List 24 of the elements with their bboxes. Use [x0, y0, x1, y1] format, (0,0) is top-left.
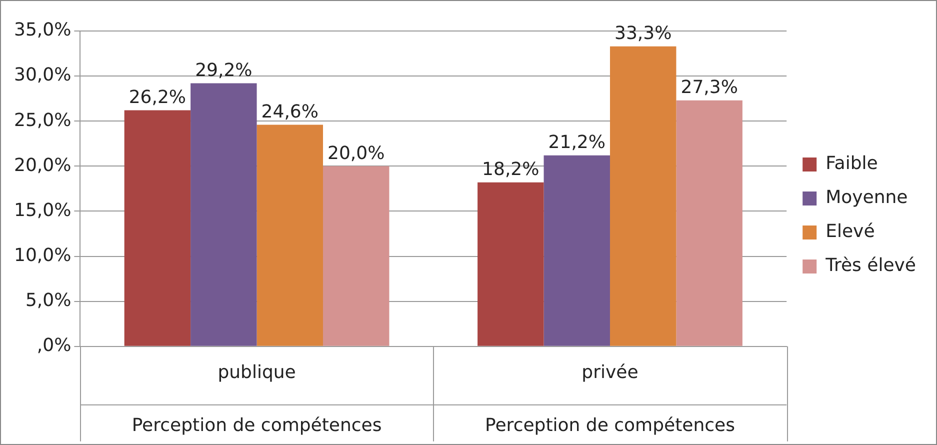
y-tick-label: 10,0%: [14, 244, 72, 266]
data-label: 33,3%: [614, 22, 672, 44]
data-label: 27,3%: [680, 77, 738, 98]
y-tick-label: ,0%: [36, 335, 72, 356]
y-tick-label: 35,0%: [14, 20, 72, 41]
legend-label: Elevé: [826, 221, 875, 242]
y-tick-label: 5,0%: [25, 290, 72, 312]
data-label: 21,2%: [548, 132, 606, 154]
y-tick-label: 25,0%: [14, 110, 72, 131]
y-tick-label: 15,0%: [14, 200, 72, 221]
legend-label: Très élevé: [824, 255, 916, 276]
data-label: 24,6%: [261, 101, 318, 122]
data-label: 29,2%: [195, 60, 252, 81]
legend-label: Faible: [826, 153, 878, 174]
y-tick-label: 30,0%: [14, 64, 72, 86]
data-label: 18,2%: [482, 159, 540, 180]
x-tick-label: publique: [218, 362, 296, 383]
y-tick-label: 20,0%: [14, 154, 72, 176]
legend-label: Moyenne: [826, 187, 908, 208]
data-label: 20,0%: [328, 142, 385, 164]
text: Perception de compétences: [132, 415, 382, 436]
data-label: 26,2%: [128, 86, 186, 108]
x-tick-label: privée: [582, 362, 638, 383]
text: Perception de compétences: [485, 415, 735, 436]
